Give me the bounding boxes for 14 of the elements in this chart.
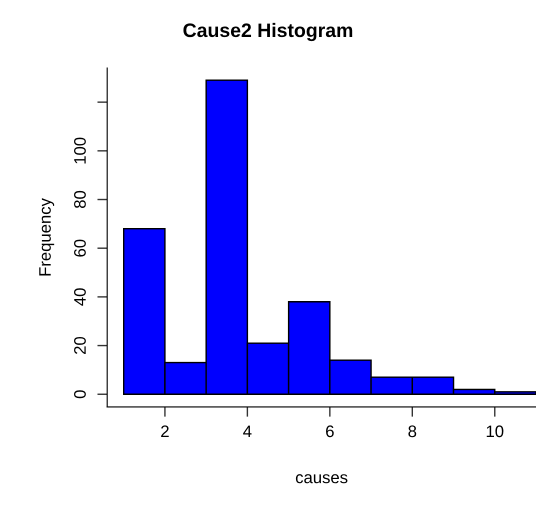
y-tick-label: 20: [74, 336, 86, 354]
x-tick-label: 10: [486, 425, 504, 438]
y-tick-label: 80: [74, 190, 86, 208]
y-tick-label: 60: [74, 240, 86, 257]
y-axis-title: Frequency: [39, 198, 54, 276]
x-tick-label: 4: [243, 426, 252, 438]
x-tick-label: 8: [408, 425, 416, 438]
chart-title: Cause2 Histogram: [183, 22, 352, 42]
x-tick-label: 2: [161, 425, 169, 438]
x-axis-title: causes: [296, 474, 348, 484]
x-tick-label: 6: [326, 425, 334, 438]
y-tick-label: 40: [74, 288, 86, 306]
y-tick-label: 100: [74, 138, 86, 164]
y-tick-label: 0: [74, 390, 86, 398]
